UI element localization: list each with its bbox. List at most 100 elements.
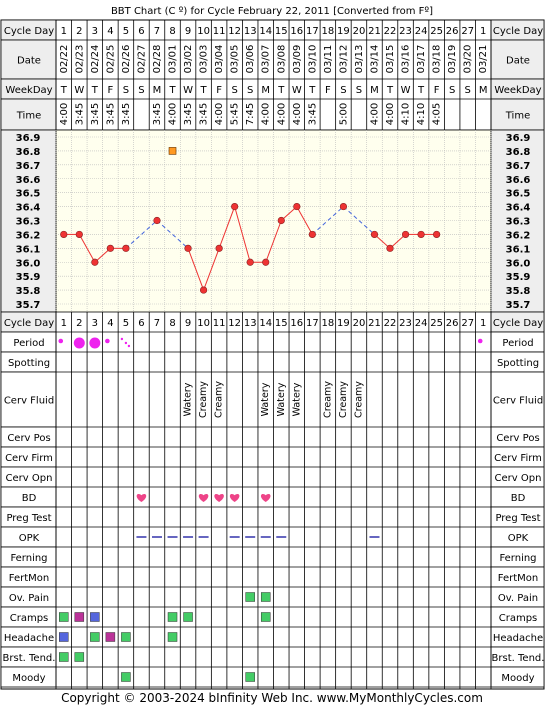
- cycle-day-label: 1: [480, 26, 486, 37]
- cycle-day-label: 1: [61, 26, 67, 37]
- y-tick-label-right: 36.9: [506, 133, 531, 144]
- y-tick-label-right: 36.2: [506, 230, 531, 241]
- cycle-day-label: 26: [446, 318, 459, 329]
- cramps-mark: [183, 612, 193, 622]
- bd-heart-icon: [214, 494, 224, 502]
- row-label-left: Cerv Opn: [6, 473, 53, 484]
- cramps-mark: [260, 612, 271, 622]
- cycle-day-label: 24: [415, 26, 428, 37]
- y-tick-label-right: 35.8: [506, 286, 531, 297]
- time-label: 5:45: [230, 103, 241, 125]
- temp-point: [184, 244, 192, 252]
- bd-heart-icon: [260, 494, 271, 502]
- temp-point: [106, 244, 114, 252]
- date-label: 02/25: [105, 45, 116, 74]
- temp-point: [215, 244, 223, 252]
- temp-line-segment: [203, 248, 220, 291]
- period-mark-spotting: [124, 341, 128, 345]
- temp-point: [60, 230, 68, 239]
- cycle-day-label: 15: [275, 318, 288, 329]
- cycle-day-label: 6: [138, 26, 144, 37]
- weekday-label: S: [138, 85, 144, 96]
- y-tick-label-right: 36.3: [506, 217, 531, 228]
- cycle-day-label: 5: [123, 26, 129, 37]
- cerv-fluid-label: Creamy: [198, 381, 209, 418]
- row-label-right: Cerv Firm: [494, 453, 542, 464]
- cycle-day-label: 27: [461, 318, 474, 329]
- temp-point: [339, 202, 348, 211]
- weekday-label: W: [183, 85, 193, 96]
- cycle-day-label: 10: [197, 26, 210, 37]
- cycle-day-label: 25: [430, 318, 443, 329]
- cerv-fluid-label: Watery: [276, 382, 287, 416]
- cycle-day-label: 21: [368, 26, 381, 37]
- cycle-day-label: 4: [107, 318, 113, 329]
- temp-point: [401, 230, 410, 239]
- y-tick-label-left: 35.8: [16, 286, 41, 297]
- y-tick-label-left: 35.7: [16, 300, 41, 311]
- date-label: 03/01: [168, 45, 179, 74]
- date-label: 03/07: [261, 45, 272, 74]
- temp-point: [293, 202, 301, 211]
- weekday-label: S: [231, 85, 237, 96]
- cerv-fluid-label: Watery: [260, 382, 271, 416]
- row-label-cell-right: [490, 39, 545, 80]
- date-label: 02/27: [136, 45, 147, 74]
- temp-point: [262, 258, 270, 266]
- y-tick-label-right: 36.7: [506, 161, 531, 172]
- weekday-label: S: [356, 85, 362, 96]
- row-label-right: Ferning: [499, 553, 536, 564]
- date-label: 03/20: [463, 45, 474, 74]
- row-label-right: Time: [505, 111, 530, 122]
- weekday-label: S: [465, 85, 471, 96]
- date-label: 03/15: [385, 45, 396, 74]
- cycle-day-label: 19: [337, 318, 350, 329]
- temp-line-segment: [234, 206, 251, 263]
- row-label-left: Cycle Day: [4, 318, 54, 329]
- cycle-day-label: 7: [154, 318, 160, 329]
- time-label: 4:10: [416, 103, 427, 125]
- row-label-right: Spotting: [497, 358, 539, 369]
- time-label: 4:00: [369, 103, 380, 125]
- weekday-label: T: [60, 85, 68, 96]
- temp-point: [433, 230, 441, 239]
- cycle-day-label: 2: [76, 318, 82, 329]
- cycle-day-label: 1: [480, 318, 486, 329]
- cycle-day-label: 27: [461, 26, 474, 37]
- date-label: 02/28: [152, 45, 163, 74]
- date-label: 02/22: [59, 45, 70, 74]
- y-tick-label-left: 36.1: [16, 244, 41, 255]
- date-label: 03/16: [401, 45, 412, 74]
- y-tick-label-left: 36.4: [16, 203, 41, 214]
- temp-line-segment: [78, 234, 96, 263]
- temp-point: [91, 258, 99, 266]
- cycle-day-label: 18: [322, 318, 335, 329]
- row-label-left: Moody: [12, 673, 45, 684]
- cycle-day-label: 16: [290, 318, 303, 329]
- cycle-day-label: 16: [290, 26, 303, 37]
- row-label-right: BD: [511, 493, 526, 504]
- row-label-left: Brst. Tend.: [3, 653, 56, 664]
- date-label: 03/12: [338, 45, 349, 74]
- y-tick-label-left: 35.9: [16, 272, 41, 283]
- date-label: 03/14: [369, 45, 380, 74]
- row-label-left: Time: [16, 111, 41, 122]
- date-label: 03/11: [323, 45, 334, 74]
- cycle-day-label: 11: [213, 318, 226, 329]
- cycle-day-label: 25: [430, 26, 443, 37]
- time-label: 7:45: [245, 103, 256, 125]
- cycle-day-label: 23: [399, 26, 412, 37]
- cramps-mark: [167, 612, 178, 622]
- cycle-day-label: 20: [353, 26, 366, 37]
- weekday-label: M: [261, 85, 270, 96]
- headache-mark: [90, 632, 100, 642]
- cerv-fluid-label: Creamy: [214, 381, 225, 418]
- temp-point: [386, 244, 394, 252]
- cycle-day-label: 20: [353, 318, 366, 329]
- cramps-mark: [74, 612, 85, 622]
- row-label-right: Period: [502, 338, 533, 349]
- date-label: 03/02: [183, 45, 194, 74]
- y-tick-label-left: 36.7: [16, 161, 41, 172]
- row-label-right: Preg Test: [495, 513, 540, 524]
- copyright-footer: Copyright © 2003-2024 bInfinity Web Inc.…: [61, 691, 483, 705]
